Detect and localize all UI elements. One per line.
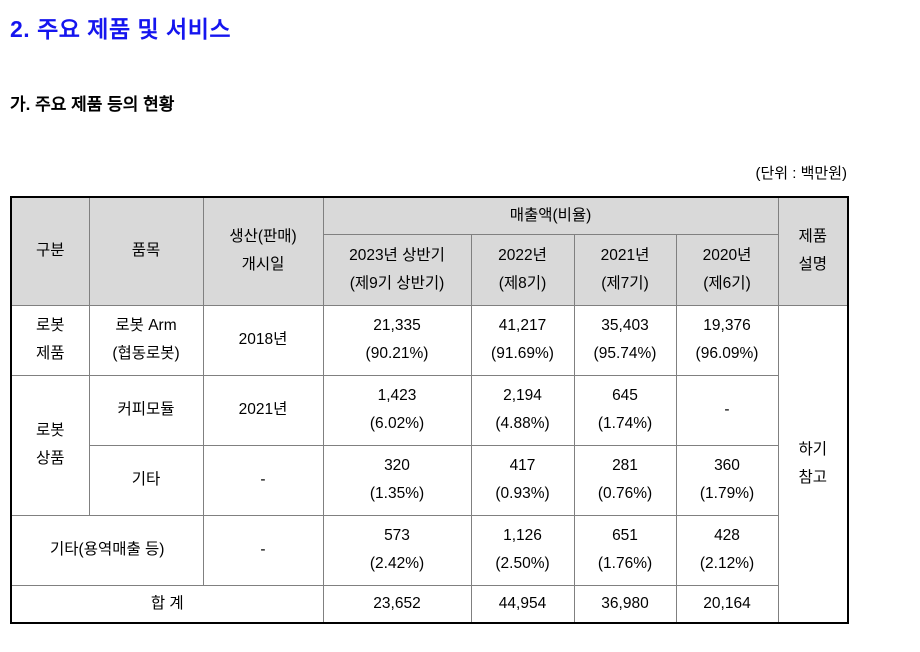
cell-start-date: -: [202, 444, 324, 516]
cell-value: 573 (2.42%): [322, 514, 472, 586]
cell-start-date: 2018년: [202, 304, 324, 376]
cell-start-date: 2021년: [202, 374, 324, 446]
col-header-period-2021: 2021년 (제7기): [573, 233, 677, 306]
cell-item: 커피모듈: [88, 374, 204, 446]
cell-value: -: [675, 374, 779, 446]
cell-value: 41,217 (91.69%): [470, 304, 575, 376]
cell-value: 651 (1.76%): [573, 514, 677, 586]
cell-value: 1,126 (2.50%): [470, 514, 575, 586]
cell-row-label: 기타(용역매출 등): [10, 514, 204, 586]
cell-total-value: 23,652: [322, 584, 472, 624]
table-row-total: 합 계 23,652 44,954 36,980 20,164: [10, 584, 848, 624]
report-content: 2. 주요 제품 및 서비스 가. 주요 제품 등의 현황 (단위 : 백만원)…: [10, 0, 849, 624]
table-row-coffee-module: 로봇 상품 커피모듈 2021년 1,423 (6.02%) 2,194 (4.…: [10, 374, 848, 516]
cell-value: 281 (0.76%): [573, 444, 677, 516]
cell-category: 로봇 상품: [10, 374, 90, 516]
table-row-robot-product: 로봇 제품 로봇 Arm (협동로봇) 2018년 21,335 (90.21%…: [10, 304, 849, 624]
cell-value: 428 (2.12%): [675, 514, 779, 586]
col-header-item: 품목: [88, 196, 204, 306]
table-row-etc-goods: 기타 - 320 (1.35%) 417 (0.93%) 281 (0.76%)…: [11, 444, 848, 516]
cell-total-value: 44,954: [470, 584, 575, 624]
col-header-period-2022: 2022년 (제8기): [470, 233, 575, 306]
section-heading: 가. 주요 제품 등의 현황: [10, 95, 175, 114]
col-header-period-2023h1: 2023년 상반기 (제9기 상반기): [322, 233, 472, 306]
cell-total-value: 20,164: [675, 584, 779, 624]
col-header-period-2020: 2020년 (제6기): [675, 233, 779, 306]
table-row-etc-service: 기타(용역매출 등) - 573 (2.42%) 1,126 (2.50%) 6…: [10, 514, 848, 586]
cell-total-label: 합 계: [10, 584, 324, 624]
cell-value: 360 (1.79%): [675, 444, 779, 516]
cell-value: 320 (1.35%): [322, 444, 472, 516]
cell-value: 35,403 (95.74%): [573, 304, 677, 376]
cell-item: 로봇 Arm (협동로봇): [88, 304, 204, 376]
cell-value: 417 (0.93%): [470, 444, 575, 516]
cell-value: 1,423 (6.02%): [322, 374, 472, 446]
cell-value: 19,376 (96.09%): [675, 304, 779, 376]
col-header-category: 구분: [10, 196, 90, 306]
products-table: 구분 품목 생산(판매) 개시일 매출액(비율) 제품 설명 2023년 상반기…: [10, 196, 849, 624]
cell-start-date: -: [202, 514, 324, 586]
cell-value: 2,194 (4.88%): [470, 374, 575, 446]
col-header-revenue-group: 매출액(비율): [322, 196, 779, 235]
cell-item: 기타: [88, 444, 204, 516]
unit-note: (단위 : 백만원): [755, 165, 848, 182]
cell-total-value: 36,980: [573, 584, 677, 624]
cell-description: 하기 참고: [777, 304, 849, 624]
cell-value: 645 (1.74%): [573, 374, 677, 446]
col-header-description: 제품 설명: [777, 196, 849, 306]
col-header-start-date: 생산(판매) 개시일: [202, 196, 324, 306]
cell-value: 21,335 (90.21%): [322, 304, 472, 376]
cell-category: 로봇 제품: [10, 304, 90, 376]
page-title: 2. 주요 제품 및 서비스: [10, 16, 232, 42]
